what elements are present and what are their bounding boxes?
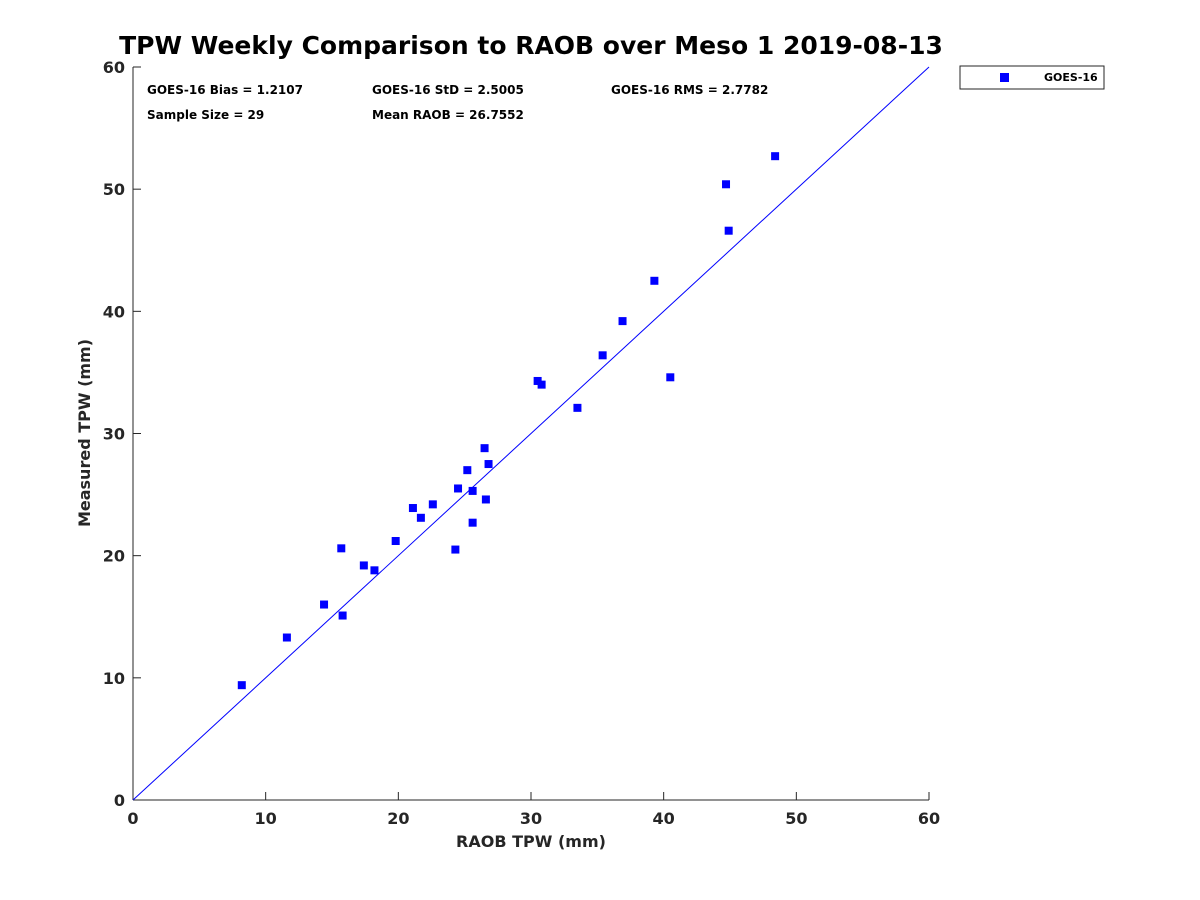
- one-to-one-reference-line: [132, 66, 930, 801]
- x-tick-label: 20: [387, 809, 409, 828]
- x-tick-label: 40: [653, 809, 675, 828]
- data-point: [722, 180, 731, 189]
- data-point: [408, 504, 417, 513]
- y-tick-labels: 0 10 20 30 40 50 60: [103, 58, 125, 810]
- data-point: [338, 611, 347, 620]
- data-point: [618, 317, 627, 326]
- stat-mean-raob: Mean RAOB = 26.7552: [372, 108, 524, 122]
- data-point: [320, 600, 329, 609]
- x-tick-label: 60: [918, 809, 940, 828]
- legend-marker-square-icon: [1000, 73, 1009, 82]
- data-point: [454, 484, 463, 493]
- y-axis-label: Measured TPW (mm): [75, 339, 94, 527]
- legend: GOES-16: [959, 65, 1105, 90]
- y-tick-label: 0: [114, 791, 125, 810]
- x-tick-label: 0: [127, 809, 138, 828]
- data-point: [650, 276, 659, 285]
- data-point: [598, 351, 607, 360]
- goes16-data-points: [237, 152, 780, 690]
- x-tick-label: 50: [785, 809, 807, 828]
- data-point: [724, 226, 733, 235]
- y-tick-label: 20: [103, 547, 125, 566]
- x-tick-label: 30: [520, 809, 542, 828]
- y-tick-label: 30: [103, 425, 125, 444]
- y-tick-label: 60: [103, 58, 125, 77]
- data-point: [391, 537, 400, 546]
- data-point: [337, 544, 346, 553]
- x-axis-label: RAOB TPW (mm): [456, 832, 606, 851]
- legend-label: GOES-16: [1044, 71, 1098, 84]
- data-point: [282, 633, 291, 642]
- data-point: [451, 545, 460, 554]
- y-tick-label: 40: [103, 302, 125, 321]
- data-point: [481, 495, 490, 504]
- stat-rms: GOES-16 RMS = 2.7782: [611, 83, 768, 97]
- data-point: [484, 460, 493, 469]
- chart-title: TPW Weekly Comparison to RAOB over Meso …: [119, 31, 943, 60]
- data-point: [359, 561, 368, 570]
- data-point: [468, 518, 477, 527]
- stat-sample-size: Sample Size = 29: [147, 108, 264, 122]
- y-tick-label: 10: [103, 669, 125, 688]
- data-point: [537, 380, 546, 389]
- data-point: [428, 500, 437, 509]
- data-point: [771, 152, 780, 161]
- stat-std: GOES-16 StD = 2.5005: [372, 83, 524, 97]
- y-tick-label: 50: [103, 180, 125, 199]
- x-tick-labels: 0 10 20 30 40 50 60: [127, 809, 940, 828]
- data-point: [416, 513, 425, 522]
- data-point: [480, 444, 489, 453]
- stat-bias: GOES-16 Bias = 1.2107: [147, 83, 303, 97]
- data-point: [237, 681, 246, 690]
- x-tick-label: 10: [255, 809, 277, 828]
- data-point: [468, 486, 477, 495]
- data-point: [666, 373, 675, 382]
- tick-marks: [132, 66, 930, 801]
- data-point: [573, 403, 582, 412]
- legend-box: [959, 65, 1105, 90]
- data-point: [463, 466, 472, 475]
- data-point: [370, 566, 379, 575]
